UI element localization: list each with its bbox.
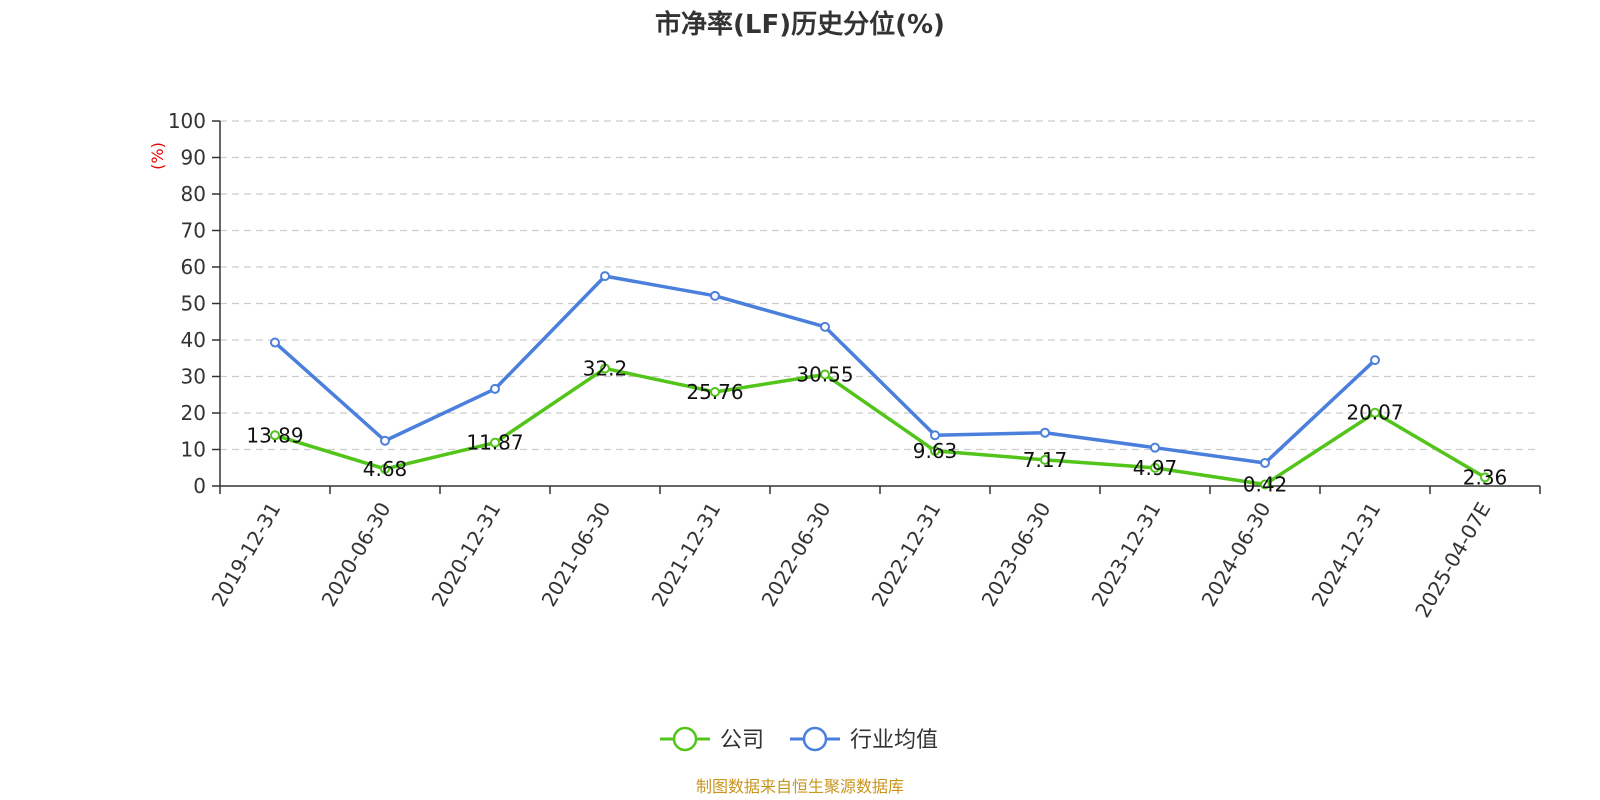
data-label: 30.55 xyxy=(796,362,853,386)
data-point[interactable] xyxy=(380,463,390,474)
y-tick-label: 0 xyxy=(193,474,206,498)
data-point[interactable] xyxy=(1370,407,1380,418)
data-point[interactable] xyxy=(710,386,720,397)
legend-item-0[interactable]: 公司 xyxy=(660,726,764,753)
data-point[interactable] xyxy=(270,430,280,441)
legend: 公司 行业均值 xyxy=(660,726,938,753)
data-point[interactable] xyxy=(490,437,500,448)
x-tick-label: 2022-12-31 xyxy=(866,498,945,611)
series xyxy=(270,271,1490,490)
data-label: 32.2 xyxy=(583,356,628,380)
y-tick-label: 60 xyxy=(181,255,206,279)
x-axis-ticks: 2019-12-31 2020-06-30 2020-12-31 2021-06-30… xyxy=(206,486,1541,622)
x-tick-label: 2020-12-31 xyxy=(426,498,505,611)
y-tick-label: 20 xyxy=(181,401,206,425)
legend-label: 公司 xyxy=(720,728,764,753)
data-label: 2.36 xyxy=(1463,465,1508,489)
x-tick-label: 2021-06-30 xyxy=(536,498,615,611)
data-point[interactable] xyxy=(820,321,830,332)
data-label: 7.17 xyxy=(1023,448,1068,472)
y-axis-ticks: 0 10 20 30 40 50 60 70 80 90 100 xyxy=(168,109,220,498)
data-point[interactable] xyxy=(490,383,500,394)
y-tick-label: 70 xyxy=(181,219,206,243)
data-point[interactable] xyxy=(600,271,610,282)
x-tick-label: 2023-06-30 xyxy=(976,498,1055,611)
data-point[interactable] xyxy=(1040,427,1050,438)
data-label: 4.68 xyxy=(363,457,408,481)
data-point[interactable] xyxy=(1150,462,1160,473)
data-labels: 13.89 4.68 11.87 32.2 25.76 30.55 9.63 7.17 4.97… xyxy=(246,356,1507,496)
legend-marker xyxy=(802,726,828,752)
data-point[interactable] xyxy=(1260,479,1270,490)
x-tick-label: 2024-12-31 xyxy=(1306,498,1385,611)
data-point[interactable] xyxy=(1150,442,1160,453)
data-point[interactable] xyxy=(820,369,830,380)
data-point[interactable] xyxy=(710,290,720,301)
x-tick-label: 2023-12-31 xyxy=(1086,498,1165,611)
data-label: 20.07 xyxy=(1346,401,1403,425)
data-point[interactable] xyxy=(1370,355,1380,366)
legend-label: 行业均值 xyxy=(850,728,938,753)
data-point[interactable] xyxy=(600,363,610,374)
chart-title: 市净率(LF)历史分位(%) xyxy=(655,9,945,40)
y-tick-label: 40 xyxy=(181,328,206,352)
y-tick-label: 30 xyxy=(181,365,206,389)
source-note: 制图数据来自恒生聚源数据库 xyxy=(696,777,904,796)
series-line-0 xyxy=(274,366,1486,487)
y-tick-label: 90 xyxy=(181,146,206,170)
data-point[interactable] xyxy=(1260,458,1270,469)
data-label: 11.87 xyxy=(466,431,523,455)
x-tick-label: 2019-12-31 xyxy=(206,498,285,611)
data-point[interactable] xyxy=(1040,454,1050,465)
legend-item-1[interactable]: 行业均值 xyxy=(790,726,938,753)
y-tick-label: 10 xyxy=(181,438,206,462)
data-label: 9.63 xyxy=(913,439,958,463)
data-point[interactable] xyxy=(930,430,940,441)
data-point[interactable] xyxy=(1480,472,1490,483)
x-tick-label: 2022-06-30 xyxy=(756,498,835,611)
x-tick-label: 2020-06-30 xyxy=(316,498,395,611)
data-point[interactable] xyxy=(930,445,940,456)
data-label: 13.89 xyxy=(246,423,303,447)
y-tick-label: 50 xyxy=(181,292,206,316)
data-label: 4.97 xyxy=(1133,456,1178,480)
data-point[interactable] xyxy=(270,337,280,348)
y-tick-label: 100 xyxy=(168,109,206,133)
legend-marker xyxy=(672,726,698,752)
x-tick-label: 2021-12-31 xyxy=(646,498,725,611)
data-label: 0.42 xyxy=(1243,472,1288,496)
x-tick-label: 2025-04-07E xyxy=(1410,498,1495,622)
data-point[interactable] xyxy=(380,435,390,446)
y-tick-label: 80 xyxy=(181,182,206,206)
gridlines xyxy=(220,120,1540,451)
y-axis-unit: (%) xyxy=(148,142,167,170)
data-label: 25.76 xyxy=(686,380,743,404)
x-tick-label: 2024-06-30 xyxy=(1196,498,1275,611)
